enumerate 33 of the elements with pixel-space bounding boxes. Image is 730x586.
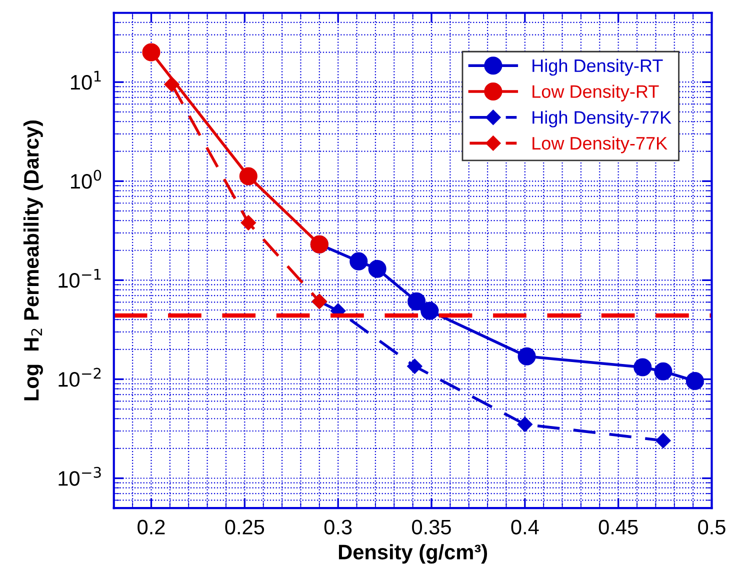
y-tick-label: 10$^{−2}$	[58, 368, 101, 387]
legend-label: Low Density-RT	[532, 84, 659, 102]
point	[656, 433, 671, 448]
legend-label: Low Density-77K	[532, 136, 668, 154]
point	[420, 302, 439, 320]
x-tick-label: 0.35	[412, 520, 451, 534]
x-tick-label: 0.25	[225, 520, 264, 534]
point	[634, 358, 652, 376]
x-tick-label: 0.4	[511, 520, 539, 534]
point	[686, 372, 704, 390]
point	[239, 167, 258, 186]
y-tick-label: 10$^{−3}$	[58, 466, 101, 486]
y-tick-label: 10$^{0}$	[71, 170, 102, 189]
x-tick-label: 0.2	[138, 520, 165, 534]
y-tick-label: 10$^{−1}$	[58, 268, 101, 288]
point	[368, 260, 386, 278]
point	[518, 347, 536, 366]
point	[240, 215, 256, 230]
x-tick-label: 0.3	[324, 520, 352, 534]
legend-label: High Density-77K	[532, 110, 672, 128]
point	[350, 252, 368, 270]
x-tick-label: 0.5	[698, 520, 726, 534]
y-tick-label: 10$^{1}$	[71, 70, 101, 90]
x-tick-label: 0.45	[598, 520, 638, 534]
point	[654, 362, 672, 380]
point	[142, 43, 160, 62]
point	[517, 416, 532, 432]
legend-label: High Density-RT	[532, 58, 663, 76]
point	[408, 292, 426, 310]
x-axis-title: Density (g/cm³)	[338, 544, 488, 564]
point	[407, 358, 422, 374]
y-axis-title: Log H$_{2}$ Permeability (Darcy)	[23, 120, 43, 400]
point	[164, 76, 180, 92]
